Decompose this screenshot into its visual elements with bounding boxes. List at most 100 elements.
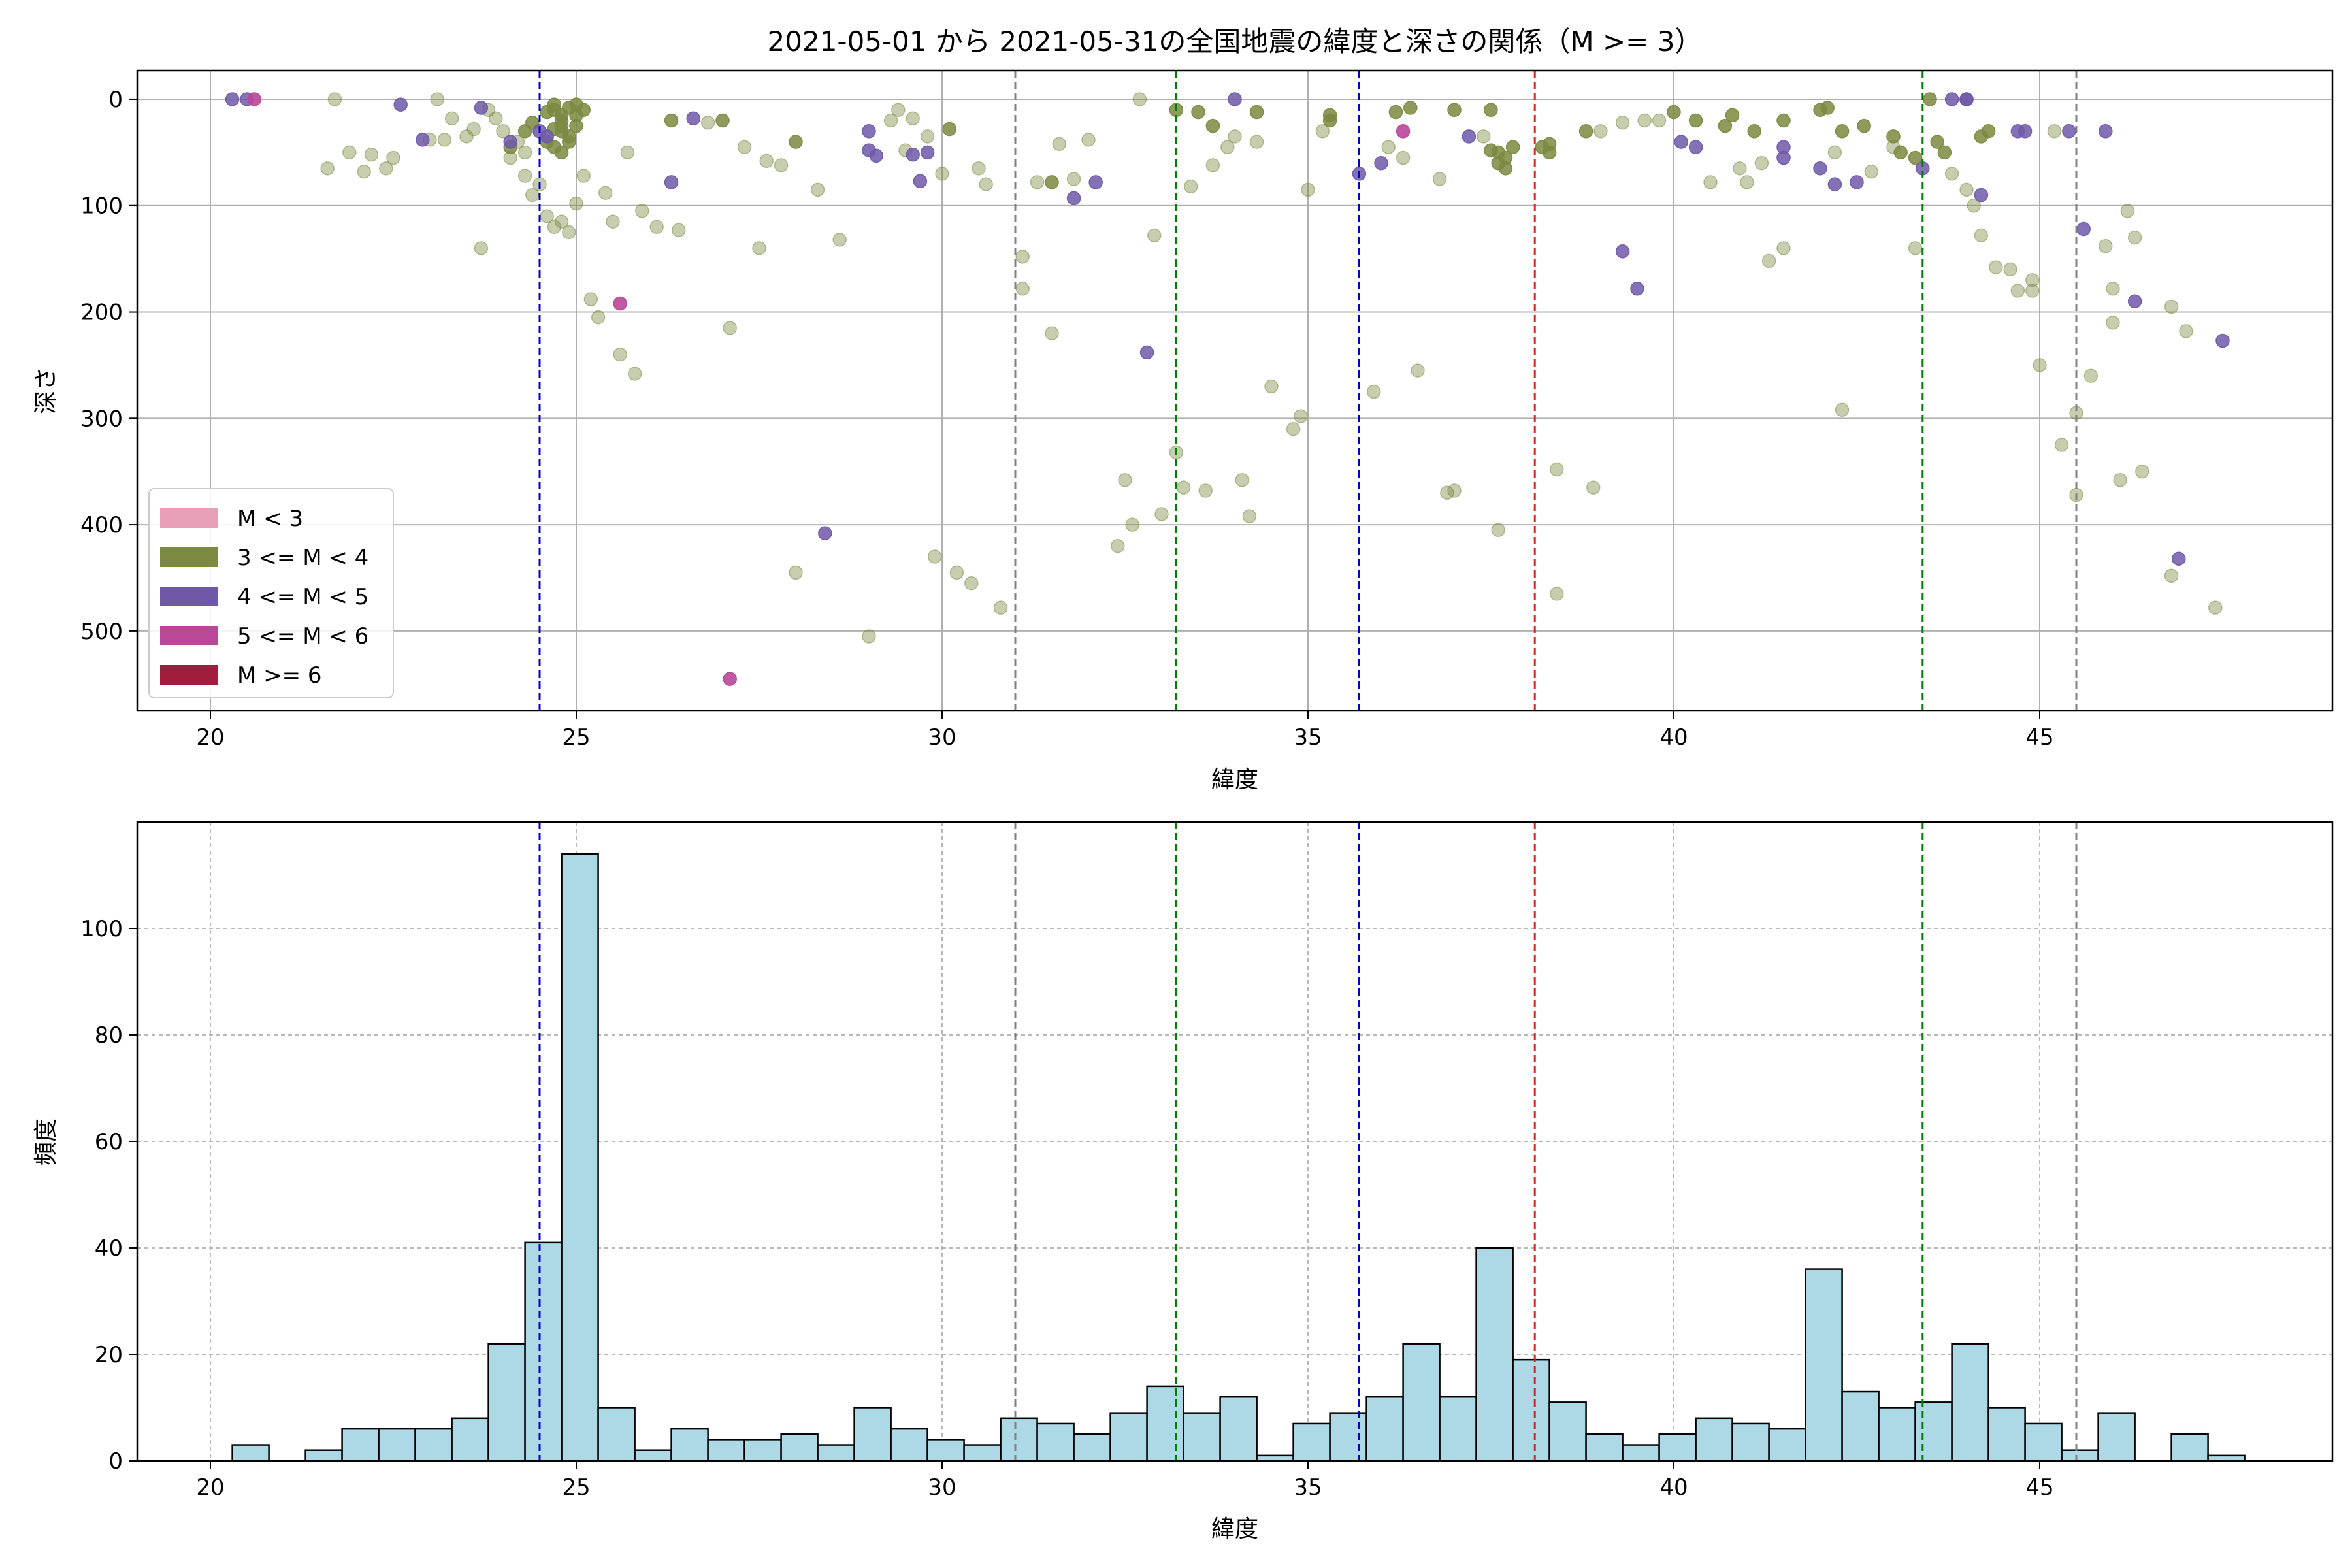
point-m3-4	[459, 129, 474, 144]
point-m3-4	[2208, 600, 2223, 615]
point-m3-4	[1381, 140, 1396, 154]
point-m3-4	[430, 92, 444, 106]
point-m4-5	[1228, 92, 1242, 106]
point-m3-4	[935, 167, 949, 181]
y-tick-label: 80	[95, 1022, 123, 1049]
point-m3-4	[1776, 113, 1791, 128]
legend-label: M >= 6	[237, 662, 322, 689]
point-m4-5	[225, 92, 240, 106]
point-m3-4	[1857, 118, 1871, 133]
point-m3-4	[2033, 358, 2047, 372]
legend-label: M < 3	[237, 506, 303, 532]
histogram-bar	[451, 1417, 489, 1462]
point-m3-4	[832, 233, 847, 247]
point-m3-4	[613, 347, 627, 362]
point-m4-5	[416, 133, 430, 147]
histogram-reference-lines	[538, 822, 2078, 1461]
point-m4-5	[862, 124, 876, 139]
point-m4-5	[906, 147, 920, 162]
point-m3-4	[2025, 284, 2040, 298]
point-m3-4	[1498, 161, 1513, 176]
point-m3-4	[862, 629, 876, 644]
point-m3-4	[1754, 155, 1769, 171]
point-m5-6	[723, 672, 737, 686]
histogram-bar	[378, 1428, 416, 1462]
point-m3-4	[1367, 384, 1381, 399]
point-m3-4	[2003, 262, 2017, 277]
point-m3-4	[2010, 284, 2025, 298]
point-m4-5	[1944, 92, 1959, 106]
point-m3-4	[1740, 175, 1754, 189]
y-tick-label: 100	[80, 193, 123, 220]
point-m4-5	[1674, 135, 1688, 149]
point-m3-4	[1396, 150, 1411, 165]
point-m3-4	[1718, 118, 1733, 133]
x-tick-label: 35	[1294, 725, 1322, 751]
histogram-y-ticks: 0 20 40 60 80 100	[80, 916, 137, 1475]
point-m3-4	[1388, 105, 1403, 120]
point-m3-4	[2025, 272, 2040, 287]
point-m4-5	[2172, 551, 2186, 566]
histogram-bar	[1000, 1417, 1038, 1462]
scatter-x-axis-label: 緯度	[1211, 766, 1258, 793]
point-m3-4	[576, 103, 591, 117]
point-m4-5	[1615, 244, 1630, 259]
histogram-bar	[670, 1428, 709, 1462]
point-m3-4	[1403, 101, 1418, 115]
point-m3-4	[1154, 507, 1169, 521]
point-m4-5	[1139, 345, 1154, 360]
legend-swatch	[160, 508, 218, 528]
point-m4-5	[474, 101, 489, 115]
point-m3-4	[583, 292, 598, 306]
point-m3-4	[1045, 326, 1059, 340]
point-m4-5	[869, 148, 883, 163]
point-m3-4	[437, 133, 452, 147]
chart-title: 2021-05-01 から 2021-05-31の全国地震の緯度と深さの関係（M…	[768, 25, 1703, 57]
point-m3-4	[1491, 523, 1505, 538]
point-m3-4	[2164, 568, 2179, 583]
histogram-bar	[1512, 1358, 1550, 1462]
point-m3-4	[920, 129, 935, 144]
histogram-bar	[1878, 1407, 1916, 1462]
histogram-bars	[231, 853, 2246, 1462]
point-m4-5	[664, 175, 679, 189]
point-m3-4	[562, 135, 576, 149]
histogram-bar	[1731, 1422, 1770, 1462]
scatter-points	[225, 92, 2230, 686]
point-m3-4	[1066, 172, 1081, 186]
point-m3-4	[2120, 204, 2135, 218]
point-m3-4	[1886, 129, 1901, 144]
point-m4-5	[913, 174, 928, 189]
point-m3-4	[2099, 238, 2113, 253]
point-m3-4	[1688, 113, 1703, 128]
point-m3-4	[1294, 409, 1308, 423]
scatter-y-ticks: 0 100 200 300 400 500	[80, 87, 137, 645]
point-m3-4	[1747, 124, 1761, 139]
point-m3-4	[1484, 103, 1498, 117]
point-m3-4	[1981, 124, 1996, 139]
point-m3-4	[1893, 145, 1908, 160]
point-m3-4	[1235, 472, 1249, 487]
point-m3-4	[1198, 483, 1213, 498]
point-m3-4	[554, 214, 569, 229]
histogram-bar	[1658, 1433, 1697, 1462]
point-m3-4	[576, 169, 591, 183]
point-m3-4	[620, 145, 635, 160]
histogram-bar	[414, 1428, 453, 1462]
histogram-bar	[853, 1407, 892, 1462]
point-m3-4	[928, 549, 942, 564]
point-m3-4	[737, 140, 752, 154]
histogram-bar	[1768, 1428, 1806, 1462]
histogram-bar	[561, 853, 599, 1462]
point-m4-5	[1462, 129, 1477, 144]
point-m3-4	[2127, 230, 2142, 245]
point-m3-4	[2106, 281, 2120, 296]
point-m3-4	[1301, 182, 1315, 197]
point-m3-4	[906, 111, 920, 126]
point-m3-4	[964, 576, 979, 591]
point-m4-5	[2062, 124, 2076, 139]
point-m3-4	[891, 103, 906, 117]
point-m4-5	[1959, 92, 1974, 106]
point-m4-5	[2017, 124, 2033, 139]
point-m3-4	[664, 113, 679, 128]
